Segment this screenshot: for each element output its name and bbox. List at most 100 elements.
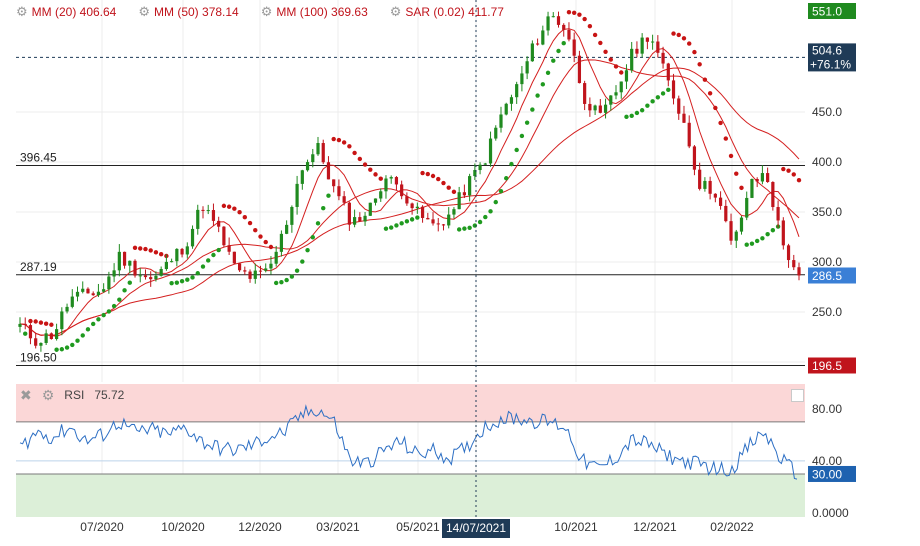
rsi-zones (16, 382, 805, 517)
sar-dot (143, 246, 148, 252)
indicator-legend: ⚙ MM (20) 406.64 ⚙ MM (50) 378.14 ⚙ MM (… (16, 5, 504, 19)
sar-dot (237, 210, 242, 215)
candle-body (128, 260, 132, 266)
settings-icon[interactable]: ⚙ (41, 387, 55, 403)
rsi-line (19, 404, 798, 480)
gear-icon[interactable]: ⚙ (260, 4, 273, 19)
candle-body (190, 228, 195, 247)
sar-dot (331, 136, 336, 142)
candle-body (473, 170, 477, 177)
rsi-toolbar: ✖ ⚙ RSI 75.72 (20, 388, 124, 402)
x-tick-label: 05/2021 (396, 520, 440, 534)
legend-label: MM (50) 378.14 (154, 5, 239, 19)
sar-dot (362, 162, 368, 167)
sar-dot (38, 320, 44, 325)
candle-body (786, 245, 791, 261)
sar-dot (441, 180, 446, 186)
pane-separator (16, 382, 805, 384)
sar-dot (221, 203, 227, 209)
sar-dot (598, 40, 603, 46)
sar-dot (179, 278, 185, 284)
legend-item-mm20[interactable]: ⚙ MM (20) 406.64 (16, 5, 116, 19)
sar-dot (106, 309, 112, 314)
top-price-badge (808, 3, 856, 19)
legend-item-mm50[interactable]: ⚙ MM (50) 378.14 (138, 5, 238, 19)
sar-dot (577, 12, 582, 17)
candle-body (713, 193, 717, 198)
x-tick-label: 10/2020 (161, 520, 205, 534)
sar-dot (551, 58, 556, 63)
sar-dot (456, 227, 462, 232)
sar-dot (43, 321, 49, 326)
candle-body (661, 52, 665, 64)
candle-body (755, 178, 759, 182)
candle-body (415, 206, 419, 209)
sar-dot (483, 214, 488, 220)
sar-dot (59, 347, 65, 352)
ma-100-line (19, 67, 800, 337)
candle-body (222, 226, 226, 246)
sar-dot (707, 91, 713, 96)
candle-body (577, 55, 582, 84)
sar-dot (242, 214, 248, 220)
legend-item-sar[interactable]: ⚙ SAR (0.02) 411.77 (390, 5, 504, 19)
sar-dot (195, 271, 200, 276)
candle-body (368, 202, 372, 216)
candle-body (677, 98, 681, 114)
sar-dot (556, 48, 561, 54)
gear-icon[interactable]: ⚙ (16, 4, 28, 19)
rsi-checkbox[interactable] (791, 389, 804, 402)
close-icon[interactable]: ✖ (20, 387, 32, 403)
candle-body (39, 342, 43, 346)
low-price-badge (808, 357, 856, 374)
candle-body (180, 248, 184, 255)
sar-dot (592, 32, 598, 38)
candle-body (384, 178, 388, 192)
sar-dot (467, 225, 472, 231)
sar-dot (90, 321, 96, 327)
candle-body (321, 143, 325, 163)
sar-dot (796, 178, 802, 183)
x-tick-label: 10/2021 (554, 520, 598, 534)
sar-dot (687, 41, 692, 46)
candle-body (698, 169, 702, 189)
sar-dot (681, 36, 687, 41)
candle-body (771, 182, 775, 208)
sar-dot (226, 204, 232, 209)
sar-dot (185, 277, 190, 282)
x-tick-label: 03/2021 (316, 520, 360, 534)
legend-label: MM (100) 369.63 (276, 5, 368, 19)
candle-body (614, 92, 618, 96)
candle-body (750, 178, 754, 198)
crosshair-date-text: 14/07/2021 (446, 521, 506, 535)
ma-20-line (19, 28, 800, 337)
sar-dot (786, 168, 791, 173)
sar-dot (315, 221, 321, 226)
sar-dot (132, 245, 138, 251)
sar-dot (666, 87, 671, 93)
candle-body (342, 196, 346, 203)
legend-item-mm100[interactable]: ⚙ MM (100) 369.63 (261, 5, 368, 19)
sar-dot (639, 108, 645, 113)
candle-body (603, 104, 608, 113)
sar-dot (64, 345, 70, 350)
current-price-badge-text: 286.5 (812, 269, 842, 283)
candle-body (457, 192, 461, 210)
candle-body (227, 245, 231, 252)
sar-dot (211, 252, 216, 258)
sar-dot (289, 274, 295, 279)
sar-dot (660, 91, 666, 96)
sar-dot (70, 342, 75, 348)
sar-dot (451, 189, 457, 195)
sar-dot (378, 176, 383, 181)
sar-dot (561, 41, 566, 46)
x-tick-label: 02/2022 (710, 520, 754, 534)
candle-body (185, 246, 189, 255)
gear-icon[interactable]: ⚙ (138, 4, 151, 19)
candle-body (311, 154, 315, 163)
sar-dot (49, 322, 54, 327)
candle-body (609, 95, 613, 105)
candle-body (70, 296, 74, 307)
gear-icon[interactable]: ⚙ (389, 4, 402, 19)
